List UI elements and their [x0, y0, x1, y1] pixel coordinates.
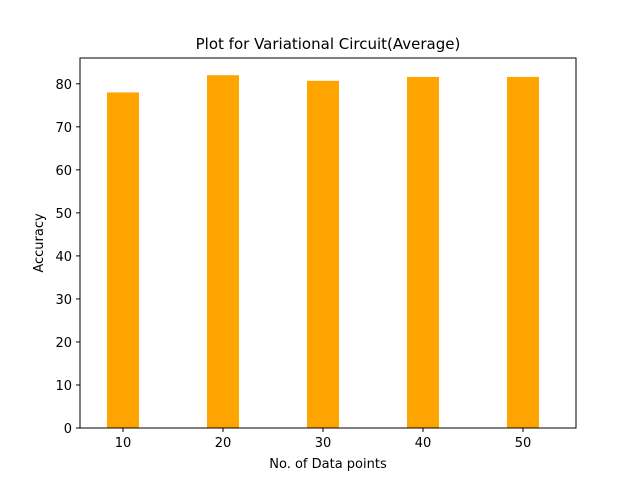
- plot-frame: [79, 57, 577, 429]
- y-tick-label: 30: [55, 293, 72, 308]
- y-tick-label: 80: [55, 78, 72, 93]
- x-tick-label: 20: [215, 436, 232, 451]
- bar-30: [307, 80, 339, 429]
- x-tick-label: 10: [115, 436, 132, 451]
- y-tick-label: 20: [55, 336, 72, 351]
- bar-40: [407, 76, 439, 428]
- bars-group: [107, 75, 539, 429]
- bar-10: [107, 92, 139, 428]
- y-tick-label: 40: [55, 250, 72, 265]
- y-axis-label: Accuracy: [32, 213, 47, 273]
- bar-50: [507, 76, 539, 428]
- y-ticks-group: 0 10 20 30 40 50 60 70 80: [55, 78, 80, 437]
- chart-title: Plot for Variational Circuit(Average): [196, 35, 461, 53]
- y-tick-label: 10: [55, 379, 72, 394]
- x-tick-label: 50: [515, 436, 532, 451]
- y-tick-label: 50: [55, 207, 72, 222]
- x-tick-label: 40: [415, 436, 432, 451]
- x-ticks-group: 10 20 30 40 50: [115, 428, 532, 451]
- y-tick-label: 60: [55, 164, 72, 179]
- x-tick-label: 30: [315, 436, 332, 451]
- y-tick-label: 70: [55, 121, 72, 136]
- y-tick-label: 0: [64, 422, 72, 437]
- bar-20: [207, 75, 239, 429]
- x-axis-label: No. of Data points: [269, 457, 387, 472]
